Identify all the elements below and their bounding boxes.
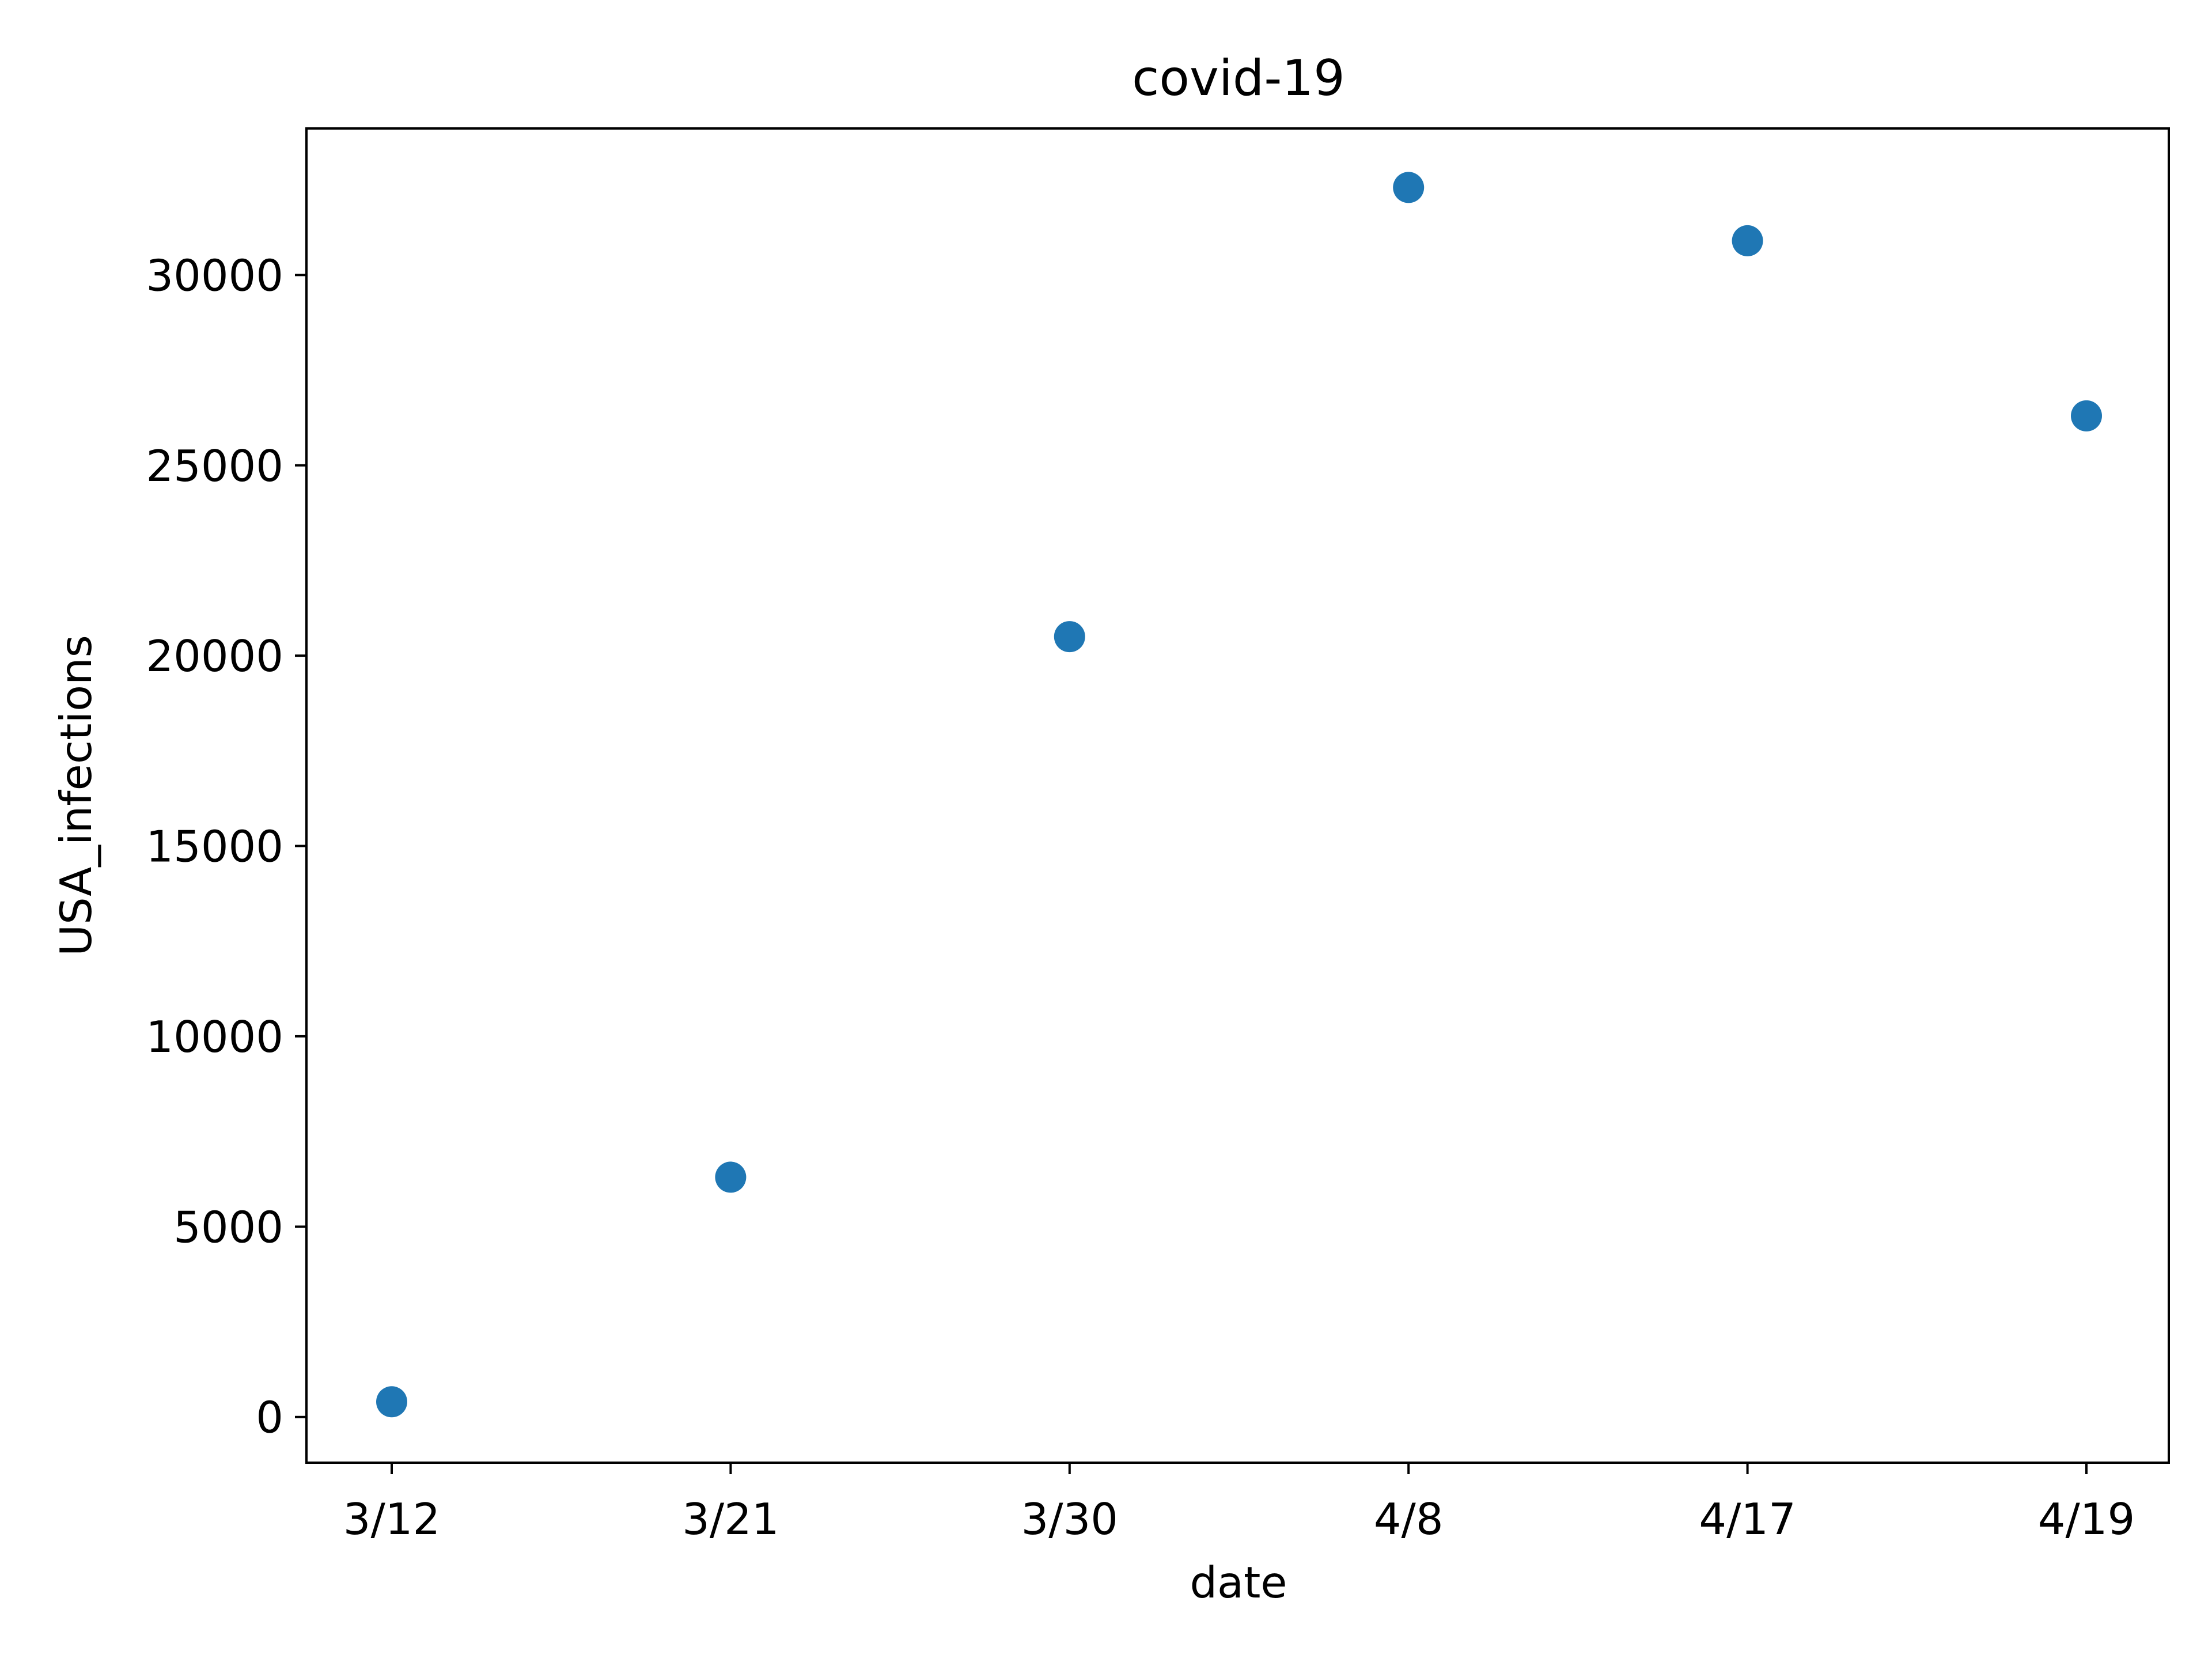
data-point: [1393, 172, 1425, 203]
data-point: [1054, 621, 1085, 653]
data-point: [2071, 400, 2102, 431]
y-tick-label: 0: [256, 1392, 283, 1443]
data-point: [715, 1161, 747, 1193]
x-tick-label: 4/8: [1374, 1494, 1444, 1544]
x-tick-label: 3/30: [1021, 1494, 1118, 1544]
chart-title: covid-19: [1132, 50, 1345, 107]
data-point: [376, 1386, 407, 1418]
y-tick-label: 5000: [173, 1202, 283, 1252]
plot-area: 0 5000 10000 15000 20000 25000 30000 3/12 3/21 3/…: [146, 172, 2135, 1544]
y-tick-label: 15000: [146, 821, 283, 872]
x-tick-label: 3/21: [682, 1494, 779, 1544]
y-tick-label: 20000: [146, 631, 283, 682]
y-axis-label: USA_infections: [51, 635, 101, 956]
y-tick-label: 30000: [146, 250, 283, 301]
y-tick-label: 25000: [146, 441, 283, 491]
data-point: [1732, 225, 1763, 256]
x-tick-label: 4/17: [1699, 1494, 1796, 1544]
y-tick-label: 10000: [146, 1012, 283, 1062]
x-axis-label: date: [1190, 1557, 1287, 1608]
x-tick-label: 3/12: [343, 1494, 440, 1544]
plot-frame: [305, 127, 2170, 1464]
x-tick-label: 4/19: [2038, 1494, 2135, 1544]
